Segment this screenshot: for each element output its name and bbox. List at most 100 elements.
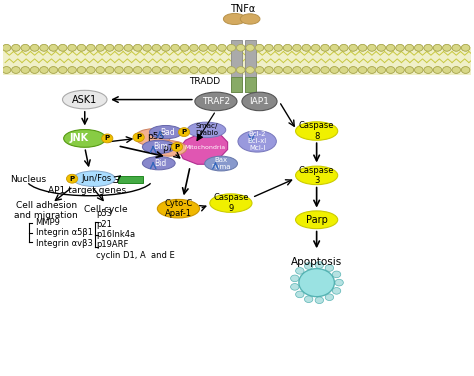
Circle shape <box>396 67 404 73</box>
Text: p73: p73 <box>162 144 179 153</box>
Circle shape <box>152 67 161 73</box>
Circle shape <box>311 44 320 51</box>
Circle shape <box>68 44 76 51</box>
Circle shape <box>304 263 313 269</box>
Circle shape <box>134 44 142 51</box>
Text: Jun/Fos: Jun/Fos <box>82 174 111 183</box>
Circle shape <box>293 67 301 73</box>
Text: Nucleus: Nucleus <box>10 175 46 184</box>
Circle shape <box>433 44 442 51</box>
Ellipse shape <box>157 199 200 218</box>
Ellipse shape <box>142 140 175 153</box>
Ellipse shape <box>142 156 175 170</box>
Circle shape <box>171 67 179 73</box>
Text: TRADD: TRADD <box>189 77 220 86</box>
Circle shape <box>209 67 217 73</box>
Circle shape <box>237 44 245 51</box>
Circle shape <box>332 271 341 278</box>
Circle shape <box>461 44 470 51</box>
Circle shape <box>255 44 264 51</box>
Circle shape <box>105 44 114 51</box>
Circle shape <box>377 44 385 51</box>
Ellipse shape <box>242 92 277 111</box>
Circle shape <box>218 44 226 51</box>
Circle shape <box>40 44 48 51</box>
Circle shape <box>190 44 198 51</box>
Circle shape <box>218 67 226 73</box>
Text: AP1 target genes: AP1 target genes <box>48 186 126 196</box>
Circle shape <box>30 44 39 51</box>
Text: Bid: Bid <box>155 159 167 168</box>
Circle shape <box>68 67 76 73</box>
Circle shape <box>246 44 255 51</box>
Circle shape <box>152 44 161 51</box>
Bar <box>231 40 242 92</box>
Bar <box>231 77 242 92</box>
Circle shape <box>143 44 151 51</box>
Circle shape <box>77 67 86 73</box>
Circle shape <box>321 67 329 73</box>
Circle shape <box>255 67 264 73</box>
Circle shape <box>87 44 95 51</box>
Text: Cell cycle: Cell cycle <box>84 205 128 214</box>
Circle shape <box>274 44 283 51</box>
Circle shape <box>209 44 217 51</box>
Circle shape <box>134 44 142 51</box>
Circle shape <box>325 265 334 271</box>
Circle shape <box>296 268 304 274</box>
Circle shape <box>339 67 348 73</box>
Circle shape <box>358 67 367 73</box>
Circle shape <box>386 44 395 51</box>
Circle shape <box>21 67 29 73</box>
Circle shape <box>433 67 442 73</box>
Circle shape <box>433 44 442 51</box>
Circle shape <box>264 44 273 51</box>
Circle shape <box>58 44 67 51</box>
Circle shape <box>405 44 414 51</box>
Text: Bad: Bad <box>160 127 175 136</box>
Circle shape <box>143 67 151 73</box>
Circle shape <box>321 44 329 51</box>
Circle shape <box>227 44 236 51</box>
Circle shape <box>283 44 292 51</box>
Text: TNFα: TNFα <box>230 4 255 14</box>
Circle shape <box>152 67 161 73</box>
Circle shape <box>368 44 376 51</box>
Circle shape <box>358 44 367 51</box>
Text: Parp: Parp <box>306 215 328 225</box>
Text: p53: p53 <box>147 132 164 141</box>
Text: P: P <box>70 176 75 182</box>
Circle shape <box>246 67 255 73</box>
Ellipse shape <box>73 171 115 186</box>
Circle shape <box>105 44 114 51</box>
Circle shape <box>77 44 86 51</box>
Circle shape <box>171 44 179 51</box>
Circle shape <box>40 67 48 73</box>
Circle shape <box>415 67 423 73</box>
Circle shape <box>330 44 338 51</box>
Circle shape <box>330 44 338 51</box>
Text: Caspase
9: Caspase 9 <box>213 193 249 213</box>
Circle shape <box>405 44 414 51</box>
Ellipse shape <box>178 128 190 136</box>
Ellipse shape <box>152 141 187 156</box>
Circle shape <box>424 67 432 73</box>
Circle shape <box>227 44 236 51</box>
Circle shape <box>283 67 292 73</box>
Circle shape <box>171 44 179 51</box>
Circle shape <box>68 67 76 73</box>
Circle shape <box>180 44 189 51</box>
Circle shape <box>134 67 142 73</box>
Circle shape <box>49 44 57 51</box>
Circle shape <box>396 44 404 51</box>
Circle shape <box>12 67 20 73</box>
Ellipse shape <box>238 130 276 152</box>
Text: JNK: JNK <box>70 133 89 143</box>
Circle shape <box>293 67 301 73</box>
Circle shape <box>405 67 414 73</box>
Circle shape <box>461 67 470 73</box>
Circle shape <box>190 67 198 73</box>
Ellipse shape <box>223 14 246 24</box>
Circle shape <box>255 67 264 73</box>
Circle shape <box>415 44 423 51</box>
